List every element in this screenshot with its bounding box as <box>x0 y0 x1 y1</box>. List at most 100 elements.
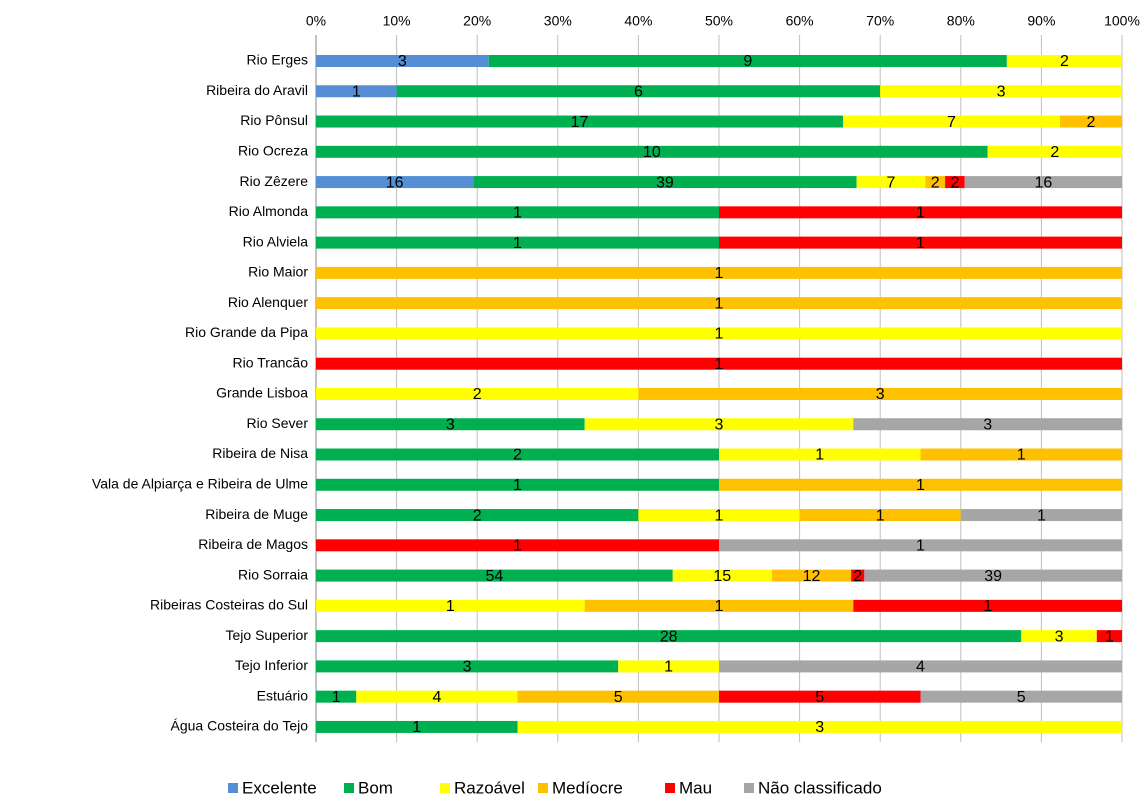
legend-label: Excelente <box>242 778 317 797</box>
bar-segment <box>964 176 1122 189</box>
y-tick-label: Rio Sorraia <box>238 566 308 582</box>
bar-segment <box>517 690 719 703</box>
bar-segment <box>799 509 961 522</box>
data-label: 1 <box>513 538 522 555</box>
data-label: 6 <box>634 83 643 100</box>
bar-segment <box>856 176 926 189</box>
legend-swatch <box>665 783 675 793</box>
data-label: 1 <box>715 507 724 524</box>
bar-segment <box>1060 115 1122 128</box>
data-label: 1 <box>715 265 724 282</box>
data-label: 2 <box>1087 114 1096 131</box>
legend-swatch <box>538 783 548 793</box>
bar-segment <box>396 85 881 98</box>
data-label: 4 <box>432 689 441 706</box>
data-label: 2 <box>853 568 862 585</box>
bar-segment <box>719 660 1122 673</box>
x-tick-label: 20% <box>463 13 491 29</box>
bar-segment <box>851 569 865 582</box>
bar-segment <box>316 176 474 189</box>
x-tick-label: 60% <box>786 13 814 29</box>
y-tick-label: Rio Pônsul <box>240 112 308 128</box>
data-label: 9 <box>743 53 752 70</box>
legend-label: Bom <box>358 778 393 797</box>
data-label: 1 <box>916 538 925 555</box>
y-tick-label: Rio Alviela <box>243 233 309 249</box>
bar-segment <box>316 115 843 128</box>
data-label: 39 <box>656 174 674 191</box>
bar-segment <box>316 266 1122 279</box>
data-label: 3 <box>463 659 472 676</box>
bar-segment <box>316 720 518 733</box>
data-label: 2 <box>473 386 482 403</box>
data-label: 2 <box>931 174 940 191</box>
bar-segment <box>316 569 673 582</box>
y-tick-label: Ribeira de Nisa <box>212 445 308 461</box>
bar-segment <box>488 55 1007 67</box>
data-label: 2 <box>950 174 959 191</box>
x-tick-label: 100% <box>1104 13 1140 29</box>
data-label: 15 <box>713 568 731 585</box>
y-tick-label: Rio Erges <box>247 52 308 68</box>
data-label: 1 <box>513 235 522 252</box>
bar-segment <box>843 115 1060 128</box>
bar-segment <box>920 448 1122 461</box>
x-tick-label: 70% <box>866 13 894 29</box>
data-label: 3 <box>997 83 1006 100</box>
data-label: 3 <box>398 53 407 70</box>
bar-segment <box>316 690 357 703</box>
legend-swatch <box>744 783 754 793</box>
y-tick-label: Água Costeira do Tejo <box>171 718 309 734</box>
legend-label: Não classificado <box>758 778 882 797</box>
bar-segment <box>945 176 965 189</box>
bar-segment <box>584 418 854 431</box>
data-label: 3 <box>983 416 992 433</box>
y-tick-label: Ribeira do Aravil <box>206 82 308 98</box>
data-label: 39 <box>984 568 1002 585</box>
x-tick-label: 50% <box>705 13 733 29</box>
x-tick-label: 10% <box>383 13 411 29</box>
y-tick-label: Ribeiras Costeiras do Sul <box>150 597 308 613</box>
data-label: 1 <box>916 235 925 252</box>
data-label: 1 <box>446 598 455 615</box>
y-tick-label: Tejo Inferior <box>235 657 308 673</box>
bar-segment <box>719 206 1122 219</box>
y-tick-label: Vala de Alpiarça e Ribeira de Ulme <box>92 475 308 491</box>
y-tick-label: Rio Maior <box>248 264 308 280</box>
bar-segment <box>853 418 1122 431</box>
bar-segment <box>638 387 1122 400</box>
data-label: 5 <box>815 689 824 706</box>
bar-segment <box>316 630 1022 643</box>
bar-segment <box>517 720 1122 733</box>
data-label: 17 <box>571 114 589 131</box>
data-label: 1 <box>916 205 925 222</box>
data-label: 1 <box>1037 507 1046 524</box>
bar-segment <box>960 509 1122 522</box>
data-label: 5 <box>1017 689 1026 706</box>
data-label: 3 <box>1055 628 1064 645</box>
data-label: 1 <box>332 689 341 706</box>
data-label: 1 <box>815 447 824 464</box>
data-label: 5 <box>614 689 623 706</box>
bar-segment <box>864 569 1122 582</box>
bar-segment <box>316 478 719 491</box>
data-label: 1 <box>664 659 673 676</box>
data-label: 2 <box>473 507 482 524</box>
data-label: 28 <box>660 628 678 645</box>
data-label: 3 <box>815 719 824 736</box>
data-label: 7 <box>947 114 956 131</box>
bar-segment <box>880 85 1122 98</box>
bar-segment <box>316 145 988 158</box>
data-label: 1 <box>715 598 724 615</box>
y-tick-label: Grande Lisboa <box>216 385 308 401</box>
bar-segment <box>316 236 719 249</box>
legend-swatch <box>440 783 450 793</box>
bar-segment <box>316 55 489 67</box>
y-tick-label: Ribeira de Magos <box>198 536 308 552</box>
x-tick-label: 0% <box>306 13 326 29</box>
legend-swatch <box>344 783 354 793</box>
data-label: 2 <box>513 447 522 464</box>
y-tick-label: Rio Ocreza <box>238 143 308 159</box>
bar-segment <box>719 539 1122 552</box>
